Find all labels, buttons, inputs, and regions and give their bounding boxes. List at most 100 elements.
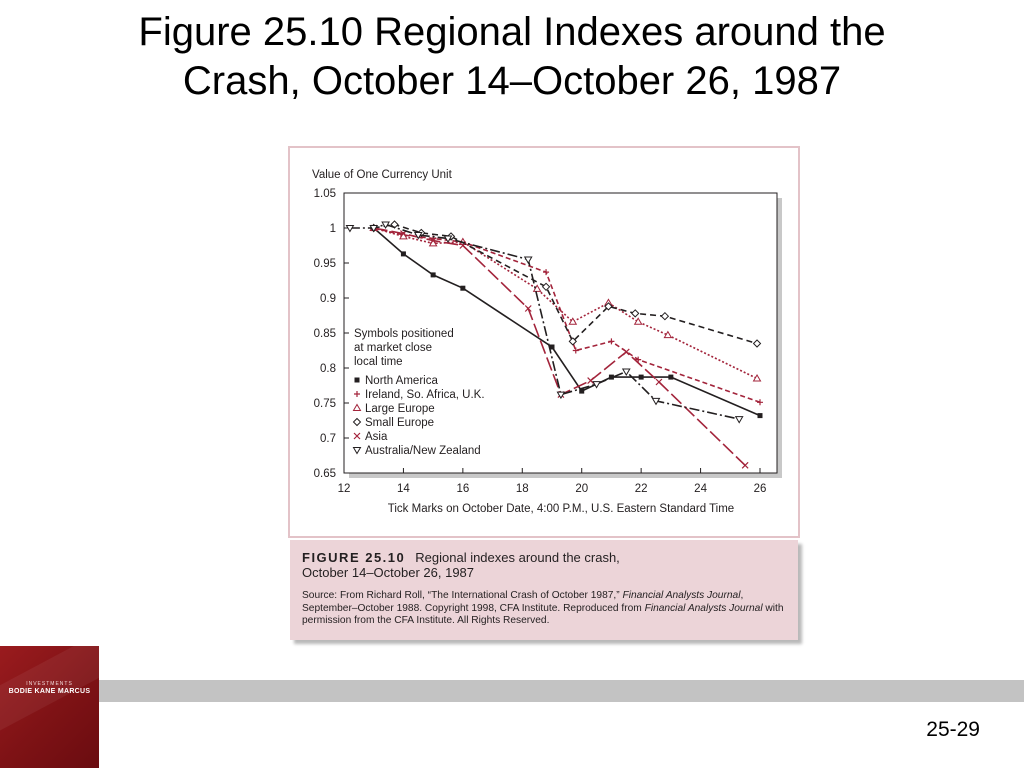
- y-tick-label: 1.05: [314, 188, 336, 200]
- y-tick-label: 0.95: [314, 258, 336, 270]
- legend-marker-north-america: [354, 377, 360, 383]
- y-tick-label: 0.75: [314, 398, 336, 410]
- x-axis-label: Tick Marks on October Date, 4:00 P.M., U…: [388, 503, 734, 515]
- slide-title: Figure 25.10 Regional Indexes around the…: [0, 8, 1024, 106]
- caption-text-line-1: Regional indexes around the crash,: [415, 550, 620, 565]
- figure-caption: FIGURE 25.10 Regional indexes around the …: [290, 540, 798, 640]
- line-chart: Value of One Currency Unit Tick Marks on…: [312, 169, 782, 515]
- data-point-ireland-so-africa-u-k: [572, 347, 579, 354]
- data-point-australia-new-zealand: [369, 225, 379, 233]
- data-point-australia-new-zealand: [413, 232, 423, 240]
- slide-title-line-1: Figure 25.10 Regional Indexes around the: [138, 10, 886, 54]
- logo-top-text: INVESTMENTS: [26, 681, 73, 687]
- series-australia-new-zealand: [345, 221, 744, 424]
- data-point-north-america: [638, 374, 644, 380]
- data-point-ireland-so-africa-u-k: [543, 269, 550, 276]
- data-point-ireland-so-africa-u-k: [757, 399, 763, 406]
- data-point-north-america: [460, 285, 466, 291]
- data-point-australia-new-zealand: [592, 381, 601, 389]
- data-point-australia-new-zealand: [345, 225, 355, 233]
- data-point-north-america: [668, 374, 674, 380]
- logo-authors: BODIE KANE MARCUS: [8, 688, 91, 695]
- caption-text-line-2: October 14–October 26, 1987: [302, 565, 475, 580]
- y-tick-label: 1: [330, 223, 336, 235]
- x-tick-label: 20: [575, 483, 588, 495]
- source-journal: Financial Analysts Journal: [622, 590, 741, 601]
- legend-marker-large-europe: [352, 403, 362, 411]
- data-point-australia-new-zealand: [523, 256, 533, 264]
- legend-label-large-europe: Large Europe: [365, 403, 435, 415]
- x-tick-label: 26: [754, 483, 767, 495]
- data-point-australia-new-zealand: [556, 391, 566, 400]
- series-line-small-europe: [373, 223, 758, 345]
- data-point-small-europe: [541, 282, 551, 292]
- data-point-australia-new-zealand: [621, 368, 631, 376]
- data-point-asia: [459, 242, 467, 249]
- legend-title-line-3: local time: [354, 356, 403, 368]
- source-middle: , September–October 1988. Copyright 1998…: [302, 590, 744, 614]
- legend-marker-ireland-so-africa-u-k: [354, 391, 360, 397]
- data-point-australia-new-zealand: [734, 416, 744, 424]
- data-point-large-europe: [532, 284, 542, 292]
- legend: Symbols positioned at market close local…: [352, 328, 485, 457]
- data-point-australia-new-zealand: [651, 397, 661, 406]
- y-tick-label: 0.7: [320, 433, 336, 445]
- y-tick-label: 0.9: [320, 293, 336, 305]
- data-point-australia-new-zealand: [443, 235, 453, 243]
- publisher-logo: INVESTMENTS BODIE KANE MARCUS: [0, 646, 99, 768]
- caption-heading: FIGURE 25.10 Regional indexes around the …: [302, 550, 786, 565]
- y-tick-label: 0.8: [320, 363, 336, 375]
- data-point-north-america: [757, 413, 763, 419]
- x-tick-label: 24: [694, 483, 707, 495]
- x-tick-label: 18: [516, 483, 529, 495]
- data-point-north-america: [579, 388, 585, 394]
- source-journal-2: Financial Analysts Journal: [644, 602, 763, 614]
- page-number: 25-29: [926, 718, 980, 741]
- data-point-large-europe: [752, 374, 762, 382]
- data-point-small-europe: [630, 309, 640, 318]
- legend-label-small-europe: Small Europe: [365, 417, 434, 429]
- legend-marker-australia-new-zealand: [352, 447, 362, 455]
- y-tick-label: 0.65: [314, 468, 336, 480]
- x-tick-label: 16: [456, 483, 469, 495]
- data-point-small-europe: [660, 311, 670, 321]
- legend-label-north-america: North America: [365, 375, 438, 387]
- y-tick-label: 0.85: [314, 328, 336, 340]
- x-tick-label: 22: [635, 483, 648, 495]
- data-point-small-europe: [568, 337, 578, 346]
- source-prefix: Source: From Richard Roll, “The Internat…: [302, 590, 623, 601]
- data-point-small-europe: [604, 302, 613, 311]
- data-point-ireland-so-africa-u-k: [635, 356, 642, 363]
- figure-frame: Value of One Currency Unit Tick Marks on…: [288, 146, 800, 538]
- caption-figure-label: FIGURE 25.10: [302, 550, 406, 565]
- slide-title-line-2: Crash, October 14–October 26, 1987: [182, 59, 842, 103]
- data-point-australia-new-zealand: [381, 221, 390, 229]
- data-point-asia: [429, 237, 437, 245]
- source-suffix: with permission from the CFA Institute. …: [302, 602, 784, 627]
- legend-marker-asia: [353, 432, 361, 440]
- series-north-america: [371, 225, 763, 419]
- data-point-asia: [655, 378, 663, 386]
- data-point-asia: [622, 348, 630, 356]
- footer-bar: [99, 680, 1024, 702]
- data-point-north-america: [549, 344, 555, 350]
- data-point-ireland-so-africa-u-k: [608, 338, 615, 345]
- legend-title-line-1: Symbols positioned: [354, 328, 454, 340]
- x-tick-label: 14: [397, 483, 410, 495]
- data-point-north-america: [608, 374, 614, 380]
- legend-label-australia-new-zealand: Australia/New Zealand: [365, 445, 481, 457]
- data-point-asia: [741, 461, 749, 469]
- series-line-north-america: [373, 227, 761, 417]
- data-point-asia: [524, 305, 532, 312]
- legend-title-line-2: at market close: [354, 342, 432, 354]
- data-point-large-europe: [633, 317, 643, 325]
- data-point-asia: [587, 377, 595, 385]
- legend-marker-small-europe: [352, 417, 362, 427]
- legend-label-ireland-so-africa-uk: Ireland, So. Africa, U.K.: [365, 389, 485, 401]
- y-axis-label: Value of One Currency Unit: [312, 169, 453, 181]
- legend-label-asia: Asia: [365, 431, 388, 443]
- data-point-north-america: [400, 251, 406, 257]
- data-point-large-europe: [663, 330, 673, 339]
- x-tick-label: 12: [338, 483, 351, 495]
- data-point-north-america: [430, 272, 436, 278]
